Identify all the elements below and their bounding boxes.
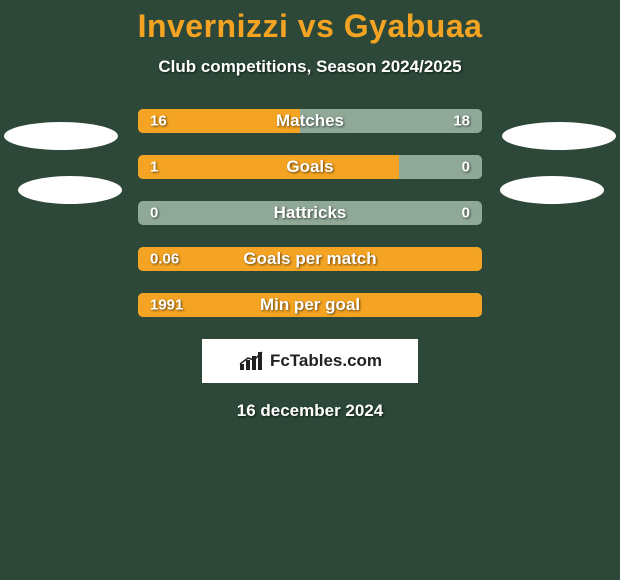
stat-value-right: 0 (462, 205, 470, 222)
stat-label: Hattricks (274, 203, 347, 223)
stat-bar: 16 18 Matches (138, 109, 482, 133)
player2-name: Gyabuaa (344, 8, 483, 44)
stat-rows: 16 18 Matches 1 0 Goals 0 0 Hattricks 0.06 Goals p… (70, 109, 550, 317)
comparison-infographic: Invernizzi vs Gyabuaa Club competitions,… (0, 0, 620, 580)
stat-value-left: 16 (150, 113, 167, 130)
stat-value-right: 18 (453, 113, 470, 130)
player1-name: Invernizzi (138, 8, 289, 44)
stat-label: Goals per match (243, 249, 376, 269)
stat-row: 16 18 Matches (70, 109, 550, 133)
stat-bar: 0.06 Goals per match (138, 247, 482, 271)
stat-bar: 1 0 Goals (138, 155, 482, 179)
stat-row: 0 0 Hattricks (70, 201, 550, 225)
page-title: Invernizzi vs Gyabuaa (0, 8, 620, 45)
chart-icon (238, 350, 266, 372)
bar-left-fill (138, 155, 399, 179)
stat-value-right: 0 (462, 159, 470, 176)
stat-label: Min per goal (260, 295, 360, 315)
stat-value-left: 0 (150, 205, 158, 222)
stat-row: 1 0 Goals (70, 155, 550, 179)
stat-bar: 1991 Min per goal (138, 293, 482, 317)
team-badge-placeholder (4, 122, 118, 150)
stat-row: 1991 Min per goal (70, 293, 550, 317)
team-badge-placeholder (18, 176, 122, 204)
stat-bar: 0 0 Hattricks (138, 201, 482, 225)
stat-row: 0.06 Goals per match (70, 247, 550, 271)
stat-value-left: 1991 (150, 297, 183, 314)
date-text: 16 december 2024 (0, 401, 620, 421)
stat-value-left: 0.06 (150, 251, 179, 268)
team-badge-placeholder (500, 176, 604, 204)
stat-label: Matches (276, 111, 344, 131)
stat-label: Goals (286, 157, 333, 177)
logo-text: FcTables.com (270, 351, 382, 371)
subtitle: Club competitions, Season 2024/2025 (0, 57, 620, 77)
stat-value-left: 1 (150, 159, 158, 176)
team-badge-placeholder (502, 122, 616, 150)
vs-text: vs (298, 8, 335, 44)
logo-box: FcTables.com (202, 339, 418, 383)
